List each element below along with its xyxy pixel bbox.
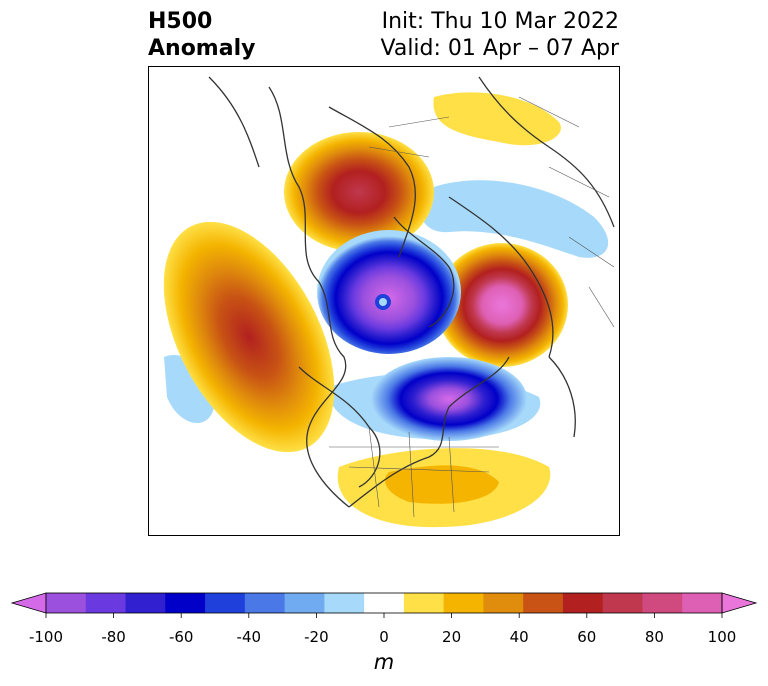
colorbar-tick-label: -60 [168, 628, 194, 646]
colorbar-tick-label: -80 [101, 628, 126, 646]
colorbar-segment [523, 593, 564, 613]
colorbar-segment [602, 593, 643, 613]
colorbar-segment [642, 593, 683, 613]
plot-date-info: Init: Thu 10 Mar 2022 Valid: 01 Apr – 07… [381, 8, 620, 62]
colorbar-segment [443, 593, 484, 613]
colorbar-tick-label: 40 [509, 628, 529, 646]
colorbar-extend-max [721, 592, 758, 614]
political-borders [329, 96, 615, 518]
colorbar-segment [403, 593, 445, 613]
positive-anomaly-northeast [436, 243, 568, 367]
title-variable: H500 [148, 9, 213, 34]
init-date: Init: Thu 10 Mar 2022 [381, 9, 619, 34]
colorbar-extend-min [10, 592, 47, 614]
positive-anomaly-north [433, 92, 561, 146]
colorbar-tick-label: 100 [707, 628, 737, 646]
colorbar-segment [205, 593, 246, 613]
colorbar-tick-label: 60 [577, 628, 597, 646]
colorbar-tick-label: -40 [236, 628, 262, 646]
plot-title: H500 Anomaly [148, 8, 255, 62]
colorbar-tick-label: 80 [644, 628, 664, 646]
colorbar-segment [165, 593, 206, 613]
map-canvas [163, 76, 615, 528]
colorbar-tick-label: -20 [304, 628, 329, 646]
colorbar-graphic [10, 592, 758, 618]
colorbar-segment [125, 593, 166, 613]
positive-anomaly-northwest [284, 132, 434, 252]
colorbar-segment [46, 593, 87, 613]
colorbar-segment [284, 593, 325, 613]
colorbar-tick-label: -100 [28, 628, 64, 646]
positive-core-southeast [385, 465, 499, 504]
colorbar [0, 588, 768, 618]
negative-anomaly-atlantic [371, 357, 527, 441]
colorbar-segment [244, 593, 286, 613]
negative-anomaly-polar [317, 230, 461, 354]
positive-anomaly-west [163, 221, 335, 453]
colorbar-segment [364, 593, 405, 613]
negative-band-arctic [419, 180, 609, 258]
colorbar-segment [682, 593, 723, 613]
title-field: Anomaly [148, 36, 256, 61]
colorbar-segment [85, 593, 127, 613]
colorbar-tick-label: 0 [379, 628, 389, 646]
colorbar-segment [324, 593, 365, 613]
colorbar-tick-label: 20 [442, 628, 462, 646]
colorbar-unit: m [373, 650, 395, 674]
colorbar-segment [562, 593, 604, 613]
anomaly-map [148, 66, 620, 536]
colorbar-segment [483, 593, 524, 613]
valid-range: Valid: 01 Apr – 07 Apr [380, 36, 620, 61]
